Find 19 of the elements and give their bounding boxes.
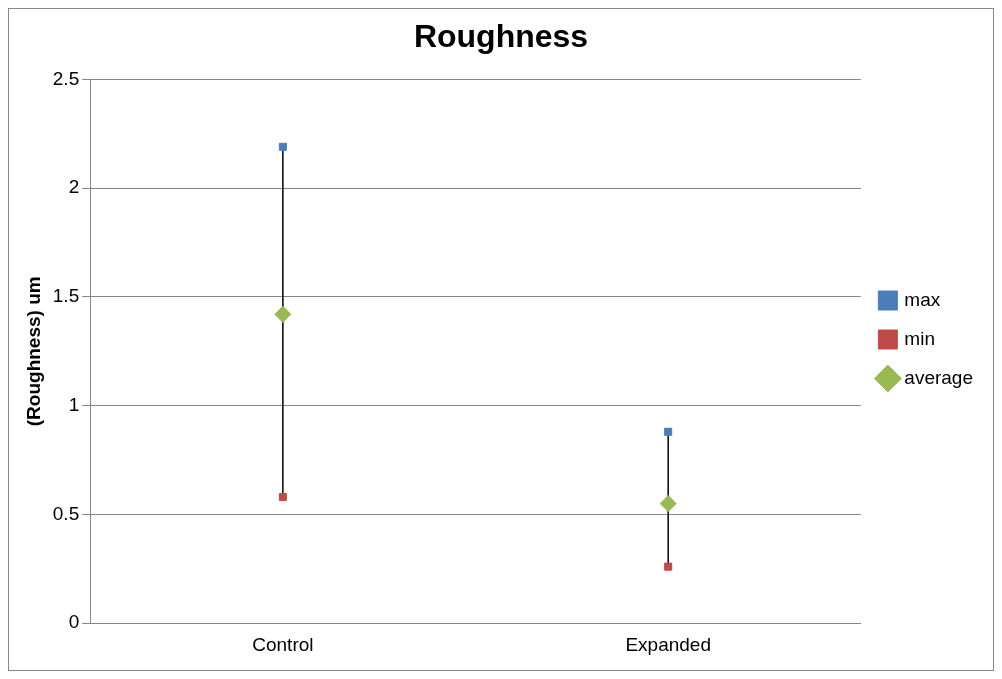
y-tick-label: 0 [68, 611, 80, 633]
point [274, 305, 292, 323]
y-tick-label: 0.5 [52, 502, 80, 524]
y-axis-title: (Roughness) um [22, 276, 44, 427]
y-tick-label: 1 [68, 393, 80, 415]
point [278, 142, 287, 151]
legend-label: average [904, 366, 974, 388]
y-tick-label: 1.5 [52, 285, 80, 307]
y-tick-label: 2.5 [52, 67, 80, 89]
point [659, 495, 677, 513]
y-tick-label: 2 [68, 176, 80, 198]
point [664, 427, 673, 436]
x-tick-label: Control [252, 633, 314, 655]
point [278, 493, 287, 502]
legend-label: max [904, 288, 941, 310]
point [664, 562, 673, 571]
legend-label: min [904, 327, 935, 349]
x-tick-label: Expanded [625, 633, 711, 655]
chart-title: Roughness [413, 18, 589, 55]
